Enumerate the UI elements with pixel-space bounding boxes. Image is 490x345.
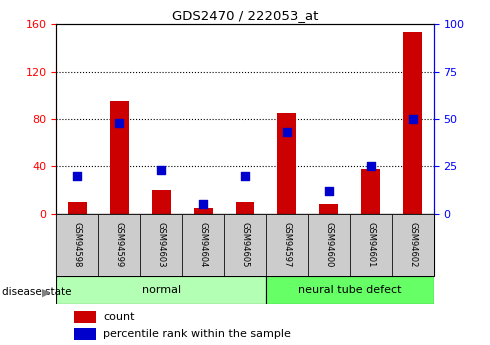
Point — [115, 120, 123, 126]
Bar — [392, 214, 434, 276]
Text: ▶: ▶ — [42, 287, 50, 297]
Text: GSM94597: GSM94597 — [282, 222, 292, 268]
Text: neural tube defect: neural tube defect — [298, 285, 402, 295]
Bar — [361, 169, 380, 214]
Point — [409, 116, 416, 122]
Bar — [194, 208, 213, 214]
Bar — [308, 214, 350, 276]
Bar — [56, 276, 266, 304]
Bar — [277, 113, 296, 214]
Title: GDS2470 / 222053_at: GDS2470 / 222053_at — [172, 9, 318, 22]
Bar — [56, 214, 98, 276]
Text: GSM94605: GSM94605 — [241, 222, 249, 268]
Bar — [68, 202, 87, 214]
Text: GSM94602: GSM94602 — [408, 222, 417, 268]
Bar — [350, 214, 392, 276]
Text: GSM94603: GSM94603 — [157, 222, 166, 268]
Point — [74, 173, 81, 179]
Text: GSM94601: GSM94601 — [366, 222, 375, 268]
Bar — [403, 32, 422, 214]
Text: GSM94598: GSM94598 — [73, 222, 82, 268]
Text: percentile rank within the sample: percentile rank within the sample — [103, 329, 291, 339]
Point — [325, 188, 333, 194]
Text: count: count — [103, 312, 134, 322]
Text: GSM94604: GSM94604 — [198, 222, 208, 268]
Bar — [110, 101, 129, 214]
Bar — [319, 204, 338, 214]
Bar — [98, 214, 140, 276]
Bar — [266, 214, 308, 276]
Text: disease state: disease state — [2, 287, 72, 296]
Point — [157, 167, 165, 173]
Point — [199, 201, 207, 207]
Point — [241, 173, 249, 179]
Bar — [224, 214, 266, 276]
Text: normal: normal — [142, 285, 181, 295]
Point — [283, 129, 291, 135]
Bar — [182, 214, 224, 276]
Bar — [74, 310, 96, 323]
Bar — [152, 190, 171, 214]
Text: GSM94600: GSM94600 — [324, 222, 333, 268]
Point — [367, 164, 375, 169]
Bar — [140, 214, 182, 276]
Bar — [236, 202, 254, 214]
Bar — [74, 328, 96, 340]
Bar — [266, 276, 434, 304]
Text: GSM94599: GSM94599 — [115, 222, 124, 268]
